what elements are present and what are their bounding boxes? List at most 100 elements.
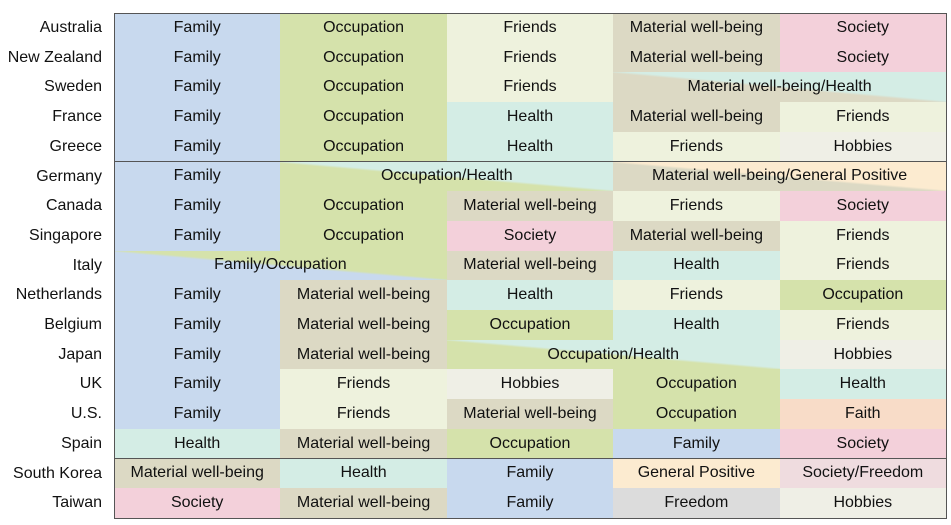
table-cell: Material well-being — [613, 102, 781, 133]
country-label: U.S. — [70, 405, 102, 423]
table-cell: Occupation — [280, 131, 448, 163]
cell-label: Health — [506, 137, 554, 155]
cell-label: Material well-being — [463, 404, 597, 422]
country-label: UK — [79, 375, 102, 393]
table-cell: Material well-being/General Positive — [613, 161, 947, 193]
cell-label: Family — [173, 226, 221, 244]
table-cell: Family — [114, 161, 282, 193]
cell-label: Material well-being — [463, 197, 597, 215]
cell-label: Family — [173, 286, 221, 304]
table-cell: Material well-being — [446, 250, 615, 282]
table-cell: Family — [114, 220, 282, 252]
table-cell: Family/Occupation — [114, 250, 448, 282]
cell-label: Family — [173, 137, 221, 155]
table-cell: Society/Freedom — [779, 458, 947, 490]
cell-label: Material well-being/General Positive — [651, 167, 908, 185]
cell-label: Material well-being — [296, 286, 431, 304]
country-label: Belgium — [44, 316, 102, 333]
cell-label: Material well-being — [629, 18, 764, 36]
table-cell: Society — [779, 13, 947, 44]
table-cell: Health — [280, 458, 448, 490]
table-cell: Family — [114, 280, 282, 311]
cell-label: Occupation — [323, 226, 405, 244]
cell-label: Family — [173, 107, 221, 125]
table-cell: Health — [613, 250, 781, 282]
cell-label: Family — [506, 494, 554, 512]
cell-label: Family — [173, 375, 221, 393]
country-label: Spain — [61, 434, 102, 452]
cell-label: Material well-being/Health — [687, 78, 872, 96]
table-cell: Family — [114, 131, 282, 163]
table-cell: Occupation/Health — [446, 339, 781, 371]
table-cell: Hobbies — [779, 339, 947, 371]
country-label: South Korea — [13, 464, 102, 482]
table-cell: Friends — [613, 280, 781, 311]
table-cell: Friends — [779, 310, 947, 341]
cell-label: Friends — [836, 315, 890, 333]
cell-label: Material well-being — [296, 345, 431, 363]
table-cell: Material well-being — [613, 42, 781, 74]
cell-label: Occupation/Health — [547, 345, 680, 363]
country-label: Taiwan — [52, 494, 102, 512]
table-cell: Health — [779, 369, 947, 401]
table-cell: Society — [779, 428, 947, 460]
cell-label: Hobbies — [500, 375, 560, 393]
table-cell: Occupation — [280, 72, 448, 104]
country-label: Singapore — [29, 226, 102, 244]
cell-label: Health — [174, 434, 221, 452]
table-cell: Occupation — [280, 42, 448, 74]
country-label: New Zealand — [7, 48, 102, 66]
cell-label: Material well-being — [296, 315, 431, 333]
table-cell: Family — [446, 458, 615, 490]
table-cell: Friends — [613, 191, 781, 222]
cell-label: Occupation — [323, 78, 405, 96]
table-cell: Freedom — [613, 488, 781, 519]
cell-label: Society — [836, 18, 890, 36]
cell-label: Health — [839, 375, 886, 393]
cell-label: Friends — [336, 375, 391, 393]
table-cell: Society — [779, 191, 947, 222]
table-cell: Material well-being — [280, 280, 448, 311]
cell-label: Family — [173, 404, 221, 422]
table-cell: Material well-being/Health — [613, 72, 947, 104]
cell-label: Occupation — [323, 48, 405, 66]
cell-label: Occupation — [822, 286, 904, 304]
country-label: Canada — [45, 197, 102, 215]
table-cell: Friends — [613, 131, 781, 163]
table-cell: Material well-being — [280, 488, 448, 519]
table-cell: Health — [114, 428, 282, 460]
cell-label: Friends — [669, 286, 724, 304]
cell-label: Society — [836, 434, 890, 452]
table-cell: Health — [613, 310, 781, 341]
cell-label: Material well-being — [629, 48, 764, 66]
table-cell: Material well-being — [446, 191, 615, 222]
table-cell: Occupation — [280, 191, 448, 222]
table-cell: Occupation — [613, 369, 781, 401]
table-cell: Occupation — [280, 220, 448, 252]
cell-label: Material well-being — [130, 464, 264, 482]
table-cell: Society — [114, 488, 282, 519]
table-cell: Material well-being — [280, 339, 448, 371]
cell-label: Material well-being — [296, 494, 431, 512]
cell-label: Material well-being — [629, 226, 764, 244]
table-cell: Friends — [779, 250, 947, 282]
cell-label: Friends — [836, 107, 890, 125]
table-cell: Occupation — [446, 310, 615, 341]
table-cell: Hobbies — [779, 488, 947, 519]
table-cell: Family — [613, 428, 781, 460]
country-label: Sweden — [44, 78, 102, 96]
cell-label: Family — [173, 315, 221, 333]
table-cell: Friends — [280, 369, 448, 401]
table-cell: Occupation — [446, 428, 615, 460]
table-cell: Society — [446, 220, 615, 252]
country-label: Italy — [72, 256, 102, 274]
table-cell: Family — [114, 339, 282, 371]
table-cell: Material well-being — [613, 220, 781, 252]
table-cell: Family — [114, 399, 282, 430]
table-cell: Friends — [779, 102, 947, 133]
table-cell: Friends — [280, 399, 448, 430]
cell-label: Occupation — [323, 197, 405, 215]
cell-label: Family — [506, 464, 554, 482]
table-cell: Faith — [779, 399, 947, 430]
